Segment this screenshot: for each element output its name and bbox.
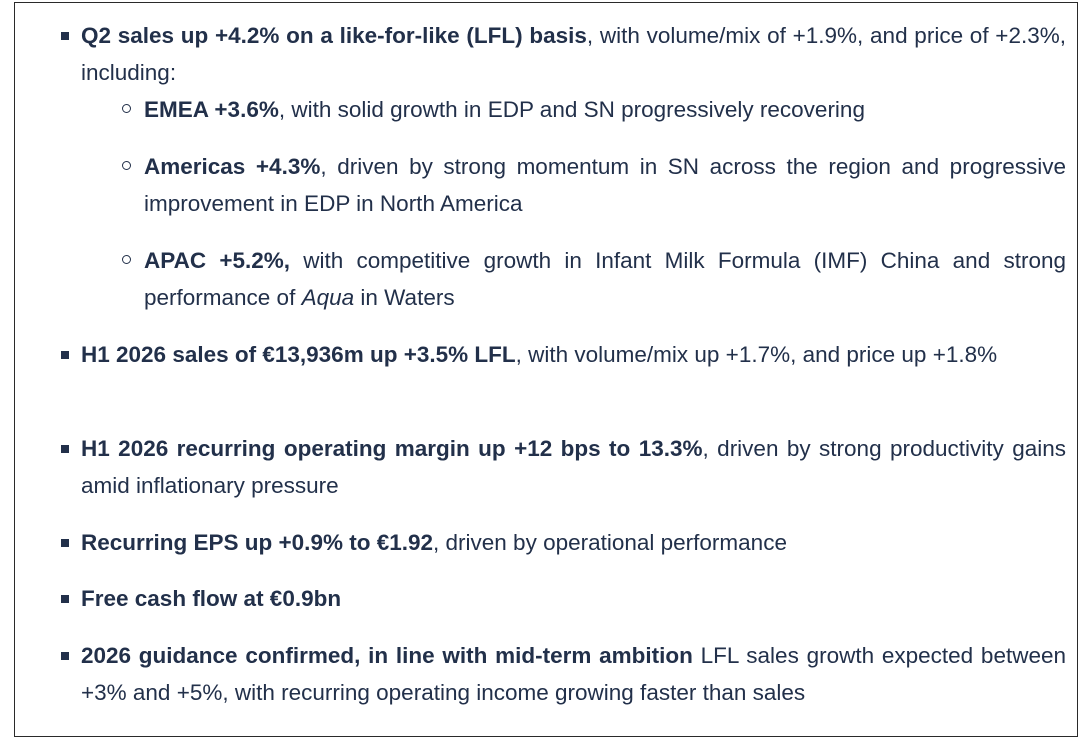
circle-bullet-icon (122, 104, 131, 113)
sub-bullet-bold: EMEA +3.6% (144, 97, 279, 122)
bullet-text: , driven by strong productivity gains am… (81, 436, 1066, 498)
bullet-text: , driven by operational performance (433, 530, 787, 555)
sub-bullet-text: with competitive growth in Infant Milk F… (144, 248, 1066, 310)
sub-item-americas: Americas +4.3%, driven by strong momentu… (122, 148, 1066, 222)
square-bullet-icon (61, 539, 69, 547)
sub-bullet-text-after: in Waters (354, 285, 455, 310)
bullet-text: LFL sales growth expected between +3% an… (81, 643, 1066, 705)
sub-bullet-text: , with solid growth in EDP and SN progre… (278, 97, 865, 122)
list-item-operating-margin: H1 2026 recurring operating margin up +1… (61, 430, 1066, 504)
highlights-box: Q2 sales up +4.2% on a like-for-like (LF… (14, 2, 1078, 737)
square-bullet-icon (61, 652, 69, 660)
list-item-free-cash-flow: Free cash flow at €0.9bn (61, 580, 1066, 617)
bullet-bold: H1 2026 sales of €13,936m up +3.5% LFL (81, 342, 516, 367)
bullet-bold: Recurring EPS up +0.9% to €1.92 (81, 530, 434, 555)
square-bullet-icon (61, 32, 69, 40)
list-item-h1-sales: H1 2026 sales of €13,936m up +3.5% LFL, … (61, 336, 1066, 373)
sub-item-apac: APAC +5.2%, with competitive growth in I… (122, 242, 1066, 316)
sub-bullet-text: , driven by strong momentum in SN across… (144, 154, 1066, 216)
sub-bullet-bold: APAC +5.2%, (144, 248, 291, 273)
bullet-bold: Q2 sales up +4.2% on a like-for-like (LF… (81, 23, 587, 48)
bullet-text: , with volume/mix of +1.9%, and price of… (81, 23, 1066, 85)
bullet-bold: H1 2026 recurring operating margin up +1… (81, 436, 703, 461)
bullet-bold: Free cash flow at €0.9bn (81, 586, 342, 611)
bullet-text: , with volume/mix up +1.7%, and price up… (515, 342, 998, 367)
circle-bullet-icon (122, 161, 131, 170)
square-bullet-icon (61, 445, 69, 453)
sub-item-emea: EMEA +3.6%, with solid growth in EDP and… (122, 91, 1066, 128)
circle-bullet-icon (122, 255, 131, 264)
list-item-recurring-eps: Recurring EPS up +0.9% to €1.92, driven … (61, 524, 1066, 561)
square-bullet-icon (61, 595, 69, 603)
square-bullet-icon (61, 351, 69, 359)
highlights-list: Q2 sales up +4.2% on a like-for-like (LF… (15, 3, 1077, 736)
sub-bullet-bold: Americas +4.3% (144, 154, 321, 179)
sub-bullet-italic: Aqua (301, 285, 355, 310)
bullet-bold: 2026 guidance confirmed, in line with mi… (81, 643, 693, 668)
list-item-guidance: 2026 guidance confirmed, in line with mi… (61, 637, 1066, 711)
list-item-q2-sales: Q2 sales up +4.2% on a like-for-like (LF… (61, 17, 1066, 91)
